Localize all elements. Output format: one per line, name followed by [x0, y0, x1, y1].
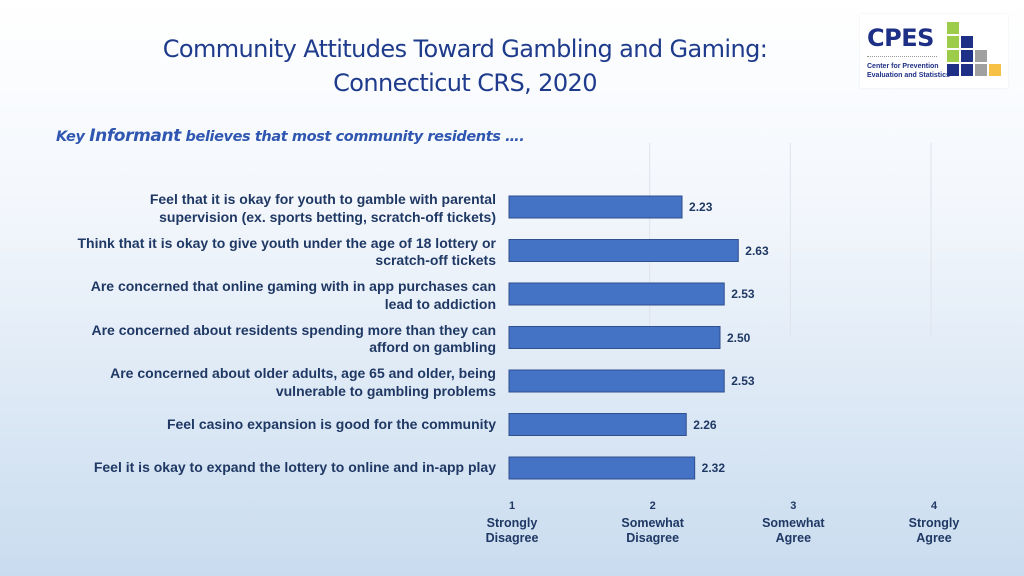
subtitle-emphasis: Informant	[89, 126, 181, 146]
data-label: 2.63	[745, 243, 769, 258]
title-line-2: Connecticut CRS, 2020	[333, 69, 597, 97]
logo-square	[961, 36, 973, 48]
logo-square	[975, 50, 987, 62]
chart-subtitle: Key Informant believes that most communi…	[56, 126, 525, 146]
x-tick-label: 2 Somewhat Disagree	[621, 500, 684, 545]
category-label: Feel that it is okay for youth to gamble…	[149, 191, 496, 225]
x-tick-label: 3 Somewhat Agree	[762, 500, 825, 545]
logo-square	[947, 36, 959, 48]
category-label: Are concerned about residents spending m…	[91, 321, 496, 356]
bar	[508, 369, 725, 393]
bar	[508, 413, 687, 436]
cpes-logo: CPES Center for Prevention Evaluation an…	[860, 14, 1008, 88]
logo-divider	[867, 56, 937, 57]
data-label: 2.32	[701, 461, 726, 475]
logo-square	[947, 22, 959, 34]
data-label: 2.23	[689, 200, 713, 214]
bar	[508, 239, 739, 262]
logo-square	[975, 64, 987, 76]
logo-square	[961, 50, 973, 62]
chart-title: Community Attitudes Toward Gambling and …	[100, 32, 830, 100]
x-tick-label: 1 Strongly Disagree	[485, 500, 539, 545]
category-label: Are concerned about older adults, age 65…	[110, 365, 496, 399]
subtitle-rest: believes that most community residents ……	[180, 129, 525, 145]
logo-square	[989, 64, 1001, 76]
category-label: Are concerned that online gaming with in…	[90, 278, 496, 312]
logo-square	[947, 50, 959, 62]
title-line-1: Community Attitudes Toward Gambling and …	[162, 35, 768, 63]
logo-subtitle-line-2: Evaluation and Statistics	[867, 72, 950, 79]
data-label: 2.26	[693, 417, 717, 432]
subtitle-prefix: Key	[56, 129, 90, 145]
bar	[508, 326, 721, 349]
data-label: 2.50	[727, 330, 751, 345]
bar	[508, 282, 725, 306]
logo-square	[947, 64, 959, 76]
bar	[508, 456, 696, 480]
logo-square	[961, 64, 973, 76]
bar	[508, 195, 683, 219]
logo-subtitle-line-1: Center for Prevention	[867, 63, 939, 70]
data-label: 2.53	[731, 287, 755, 301]
category-label: Think that it is okay to give youth unde…	[77, 234, 496, 269]
category-label: Feel it is okay to expand the lottery to…	[93, 459, 496, 475]
category-label: Feel casino expansion is good for the co…	[166, 415, 496, 432]
x-tick-label: 4 Strongly Agree	[908, 500, 960, 545]
data-label: 2.53	[731, 374, 755, 388]
logo-wordmark: CPES	[867, 24, 934, 52]
logo-subtitle: Center for Prevention Evaluation and Sta…	[867, 62, 950, 80]
